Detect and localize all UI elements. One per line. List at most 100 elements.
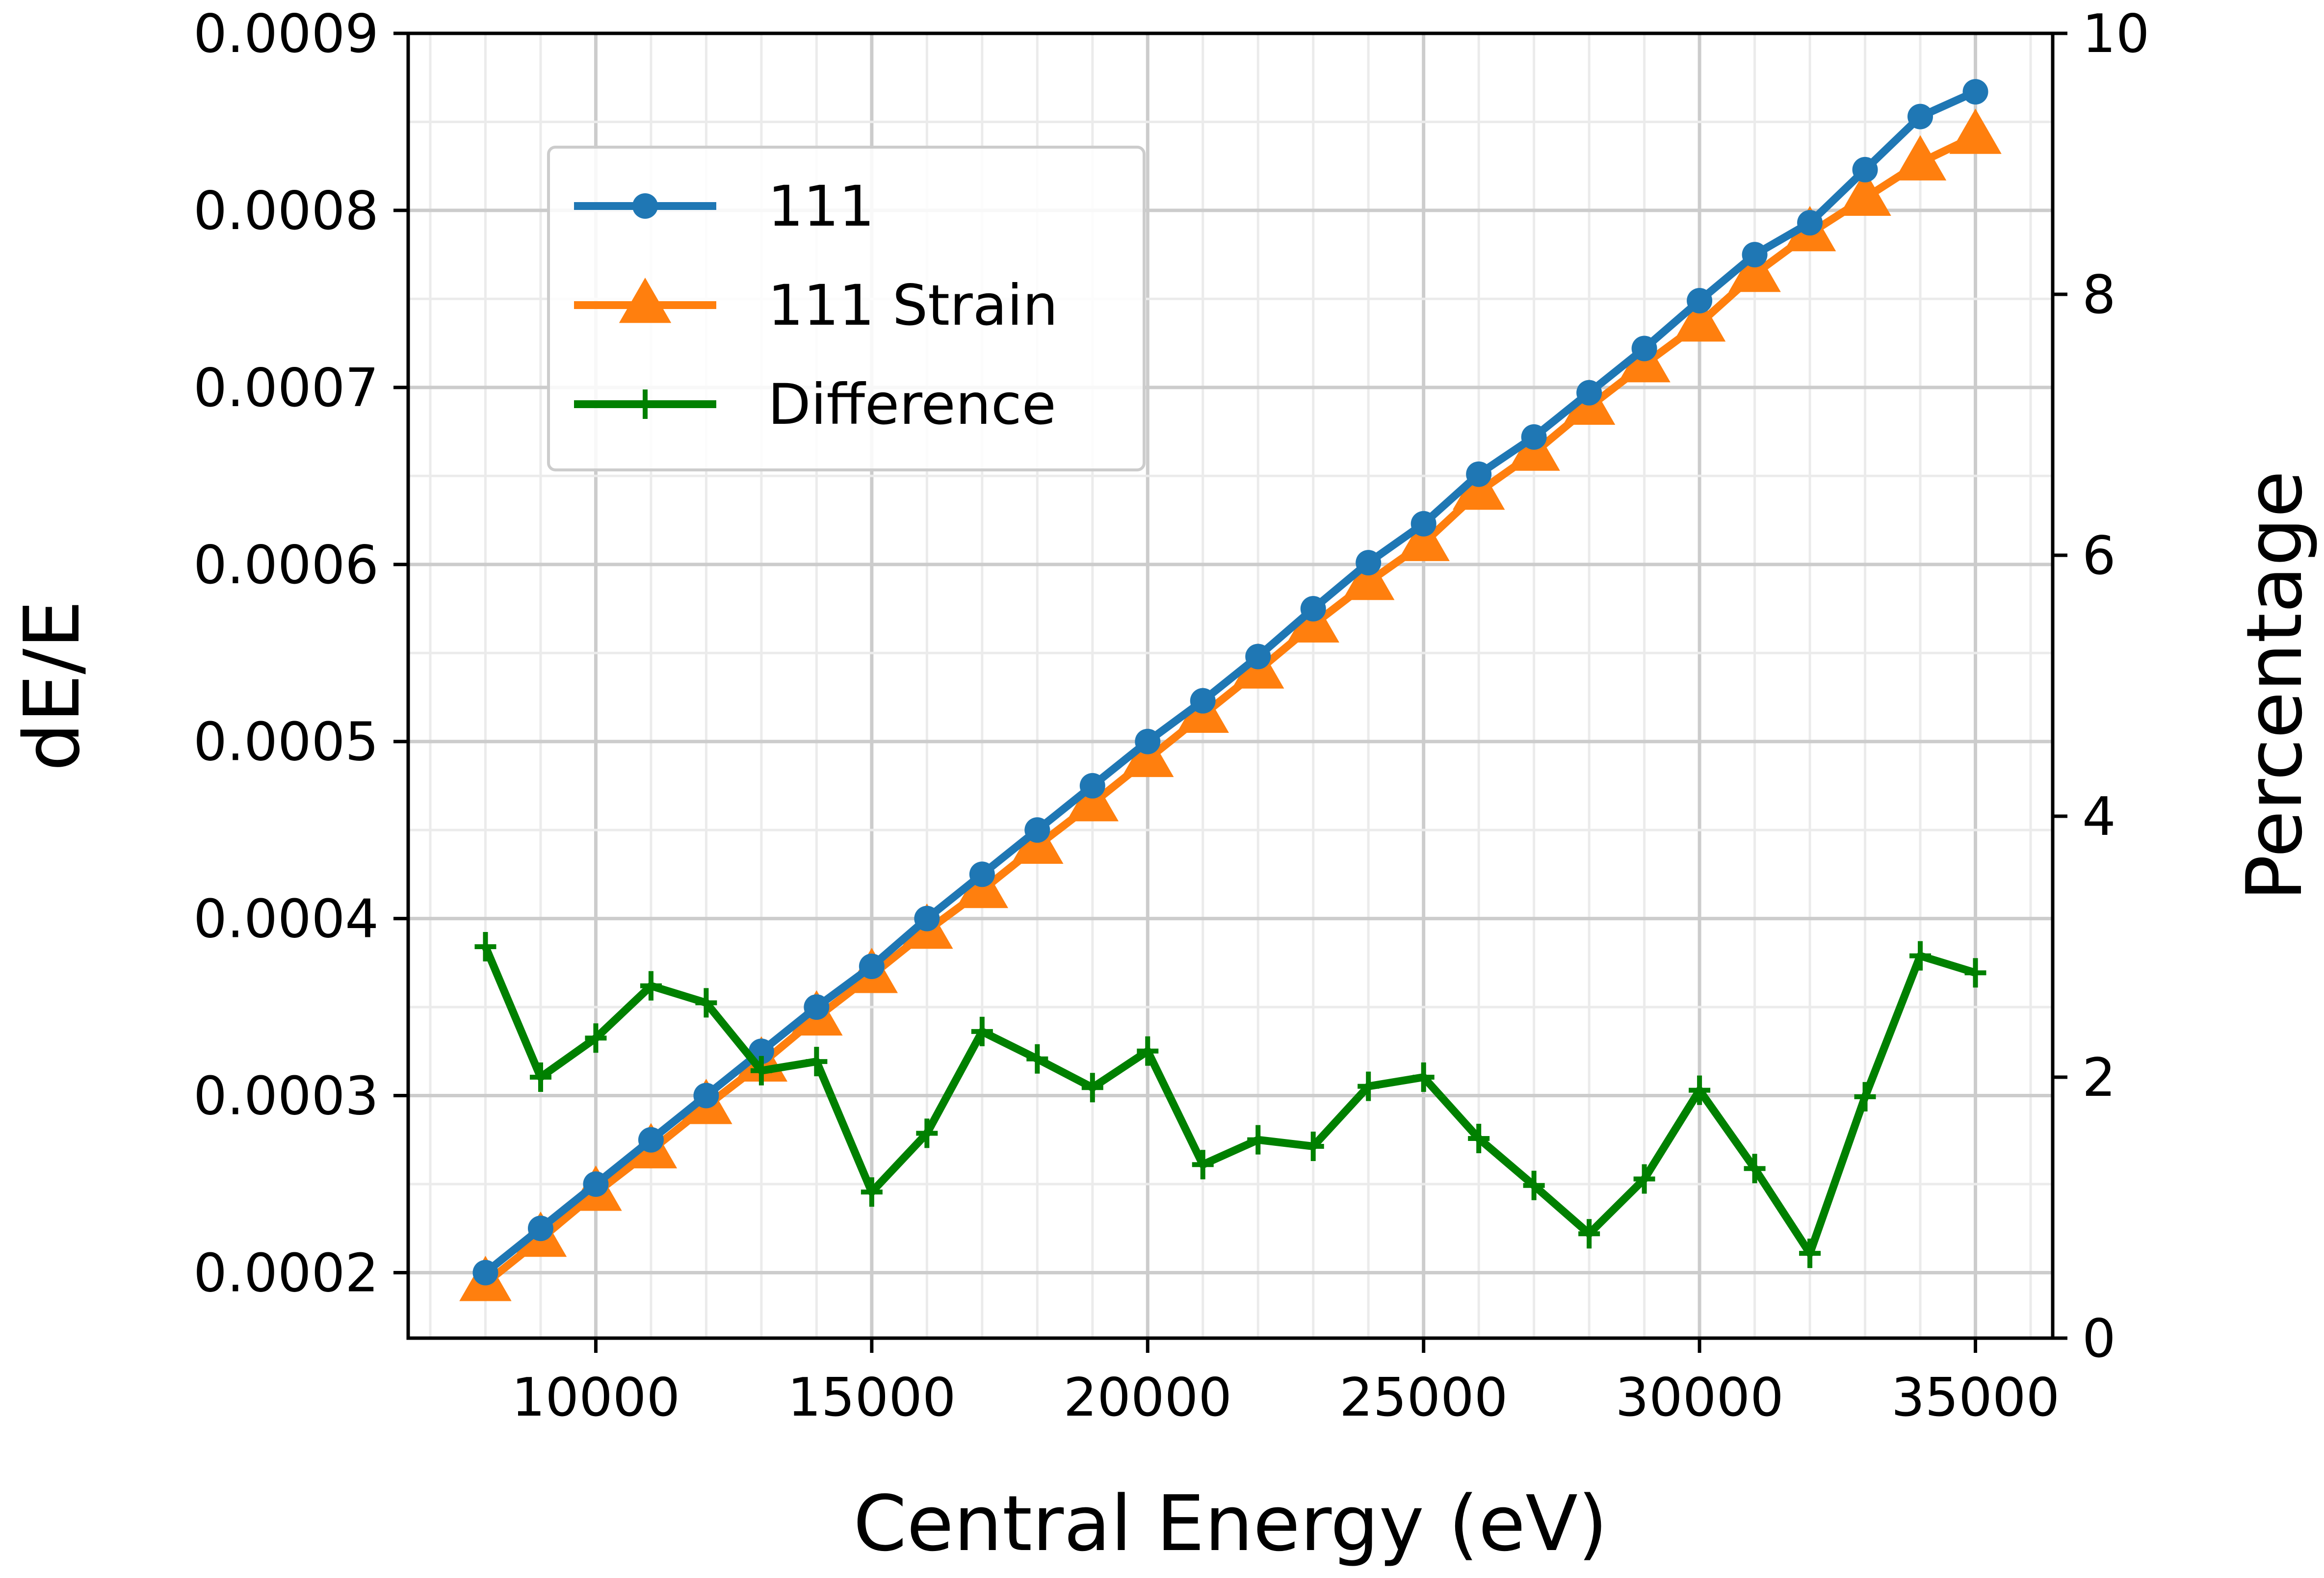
data-point <box>1081 1073 1103 1103</box>
data-point <box>1687 287 1713 313</box>
data-point <box>1358 1071 1380 1101</box>
data-point <box>804 994 830 1020</box>
data-point <box>1839 170 1891 216</box>
data-point <box>474 932 496 961</box>
series-line <box>482 945 1977 1258</box>
legend-item-3: Difference <box>574 372 1056 437</box>
data-point <box>1673 296 1726 342</box>
data-point <box>1728 246 1781 292</box>
data-point <box>1854 1082 1876 1112</box>
data-point <box>1962 79 1988 105</box>
data-point <box>1342 554 1395 600</box>
data-point <box>750 1056 772 1086</box>
data-point <box>1135 728 1161 754</box>
y2-tick-label: 10 <box>2082 3 2149 65</box>
data-point <box>1079 773 1105 799</box>
data-point <box>1466 461 1492 487</box>
data-point <box>1356 550 1382 576</box>
data-point <box>1949 108 2002 154</box>
series-line <box>483 132 1977 1287</box>
data-point <box>916 1118 938 1148</box>
legend-label: 111 <box>768 174 875 239</box>
plot-frame <box>406 31 2055 1340</box>
y-tick-label: 0.0006 <box>193 535 379 596</box>
axis-ticks: 10000 15000 20000 25000 30000 35000 0.0002 0.00… <box>193 3 2149 1428</box>
x-tick-label: 35000 <box>1891 1367 2060 1428</box>
data-point <box>1452 464 1505 510</box>
data-point <box>1633 1164 1655 1194</box>
data-point <box>971 1016 993 1046</box>
y2-tick-label: 4 <box>2082 786 2116 848</box>
legend-item-1: 111 <box>574 174 875 239</box>
data-point <box>693 1083 719 1109</box>
data-point <box>1245 644 1271 670</box>
series-line <box>483 88 1977 1276</box>
data-point <box>1799 1239 1821 1268</box>
y-tick-label: 0.0007 <box>193 358 379 419</box>
data-point <box>638 1127 664 1153</box>
data-point <box>1578 1219 1600 1249</box>
data-point <box>1742 242 1768 268</box>
data-point <box>1689 1075 1711 1105</box>
data-point <box>859 954 885 980</box>
legend: 111 111 Strain Difference <box>547 146 1146 471</box>
x-tick-label: 30000 <box>1615 1367 1784 1428</box>
x-tick-label: 25000 <box>1339 1367 1508 1428</box>
y2-tick-label: 2 <box>2082 1047 2116 1109</box>
x-axis-title: Central Energy (eV) <box>853 1479 1608 1568</box>
data-point <box>472 1260 498 1286</box>
data-point <box>1410 511 1436 537</box>
series-difference <box>474 932 1986 1268</box>
data-point <box>585 1023 607 1053</box>
data-point <box>1190 688 1216 714</box>
y-tick-label: 0.0003 <box>193 1066 379 1127</box>
data-point <box>619 278 672 323</box>
y-tick-label: 0.0004 <box>193 889 379 950</box>
legend-label: Difference <box>768 372 1056 437</box>
y2-tick-label: 8 <box>2082 264 2116 326</box>
data-point <box>1631 336 1657 362</box>
y2-axis-title: Percentage <box>2230 470 2319 901</box>
data-point <box>1521 424 1547 450</box>
data-point <box>1024 817 1050 843</box>
data-point <box>1894 135 1947 181</box>
legend-item-2: 111 Strain <box>574 273 1058 338</box>
data-point <box>583 1171 609 1197</box>
data-point <box>1066 776 1119 822</box>
data-point <box>969 861 995 887</box>
data-point <box>1797 210 1823 236</box>
data-point <box>1468 1124 1490 1154</box>
y-tick-label: 0.0002 <box>193 1242 379 1304</box>
data-point <box>1964 958 1986 988</box>
data-point <box>1300 595 1326 621</box>
data-point <box>527 1216 553 1242</box>
data-point <box>1137 1036 1159 1066</box>
data-point <box>1523 1170 1545 1200</box>
y-tick-label: 0.0009 <box>193 3 379 65</box>
data-point <box>1909 941 1932 971</box>
data-point <box>640 971 662 1001</box>
legend-box <box>547 146 1146 471</box>
data-point <box>1302 1131 1324 1161</box>
data-point <box>634 389 656 419</box>
y-tick-label: 0.0005 <box>193 712 379 773</box>
y2-tick-label: 0 <box>2082 1308 2116 1370</box>
legend-label: 111 Strain <box>768 273 1058 338</box>
x-tick-label: 15000 <box>787 1367 956 1428</box>
y-tick-label: 0.0008 <box>193 181 379 242</box>
data-point <box>1907 103 1933 129</box>
data-point <box>695 988 717 1018</box>
data-point <box>914 905 940 931</box>
data-point <box>1247 1125 1269 1155</box>
data-point <box>1852 156 1878 182</box>
data-point <box>1412 1062 1435 1092</box>
series-111 <box>472 79 1988 1286</box>
data-point <box>1122 731 1174 777</box>
data-point <box>529 1062 551 1092</box>
y-axis-title: dE/E <box>7 600 97 772</box>
plot-area <box>459 79 2002 1301</box>
data-point <box>1026 1044 1048 1074</box>
x-tick-label: 20000 <box>1063 1367 1232 1428</box>
